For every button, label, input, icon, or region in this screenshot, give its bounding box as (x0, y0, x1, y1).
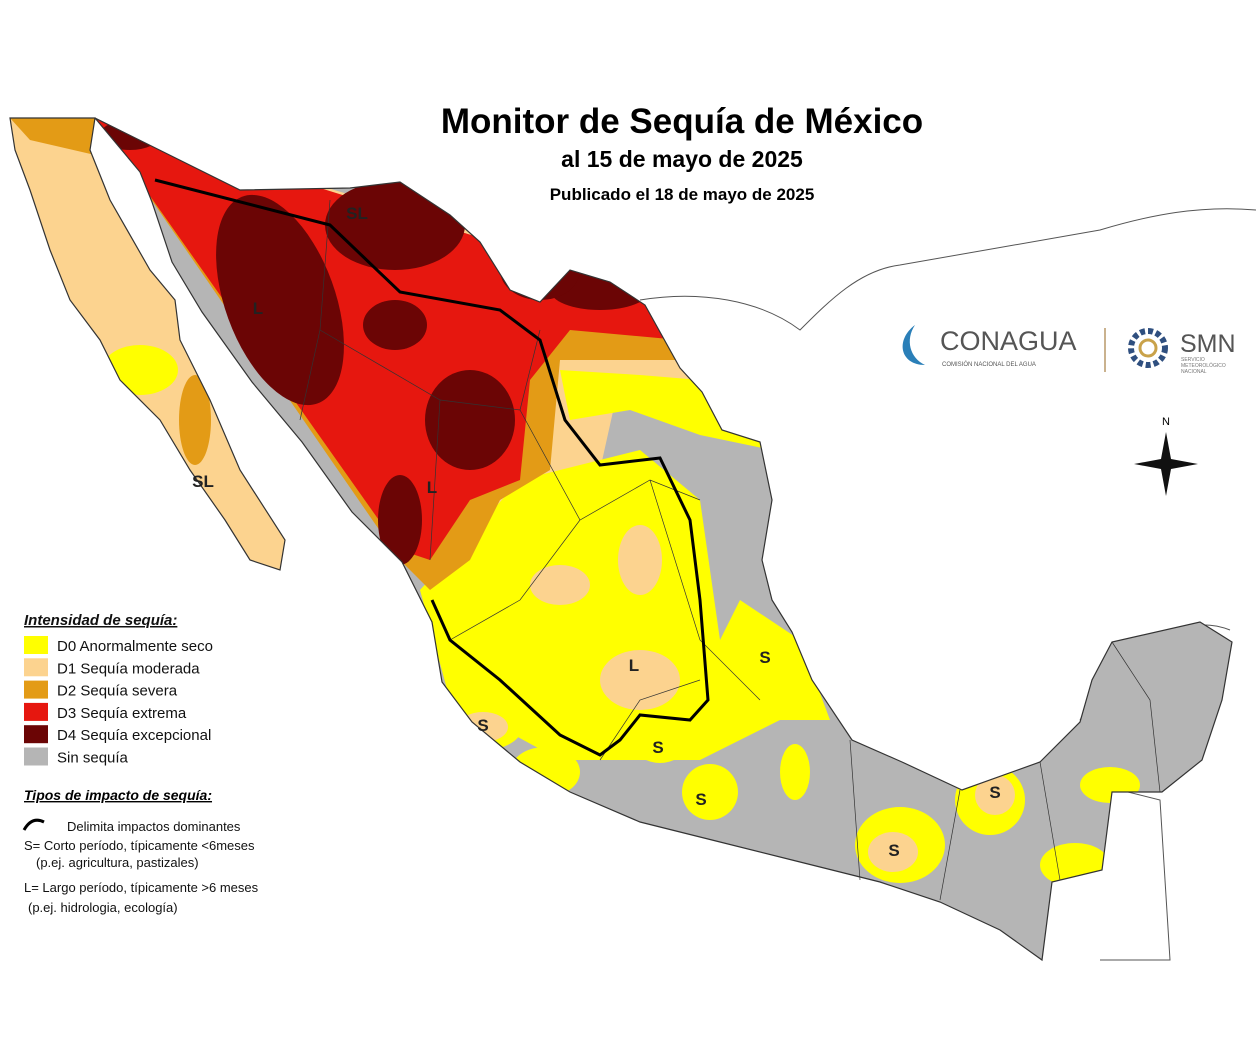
impact-item: L= Largo período, típicamente >6 meses (24, 880, 259, 895)
map-label: SL (192, 472, 214, 491)
impact-item: Delimita impactos dominantes (67, 819, 241, 834)
legend-swatch (24, 747, 48, 766)
map-label: S (652, 738, 663, 757)
map-label: L (629, 656, 639, 675)
borders (9, 117, 1233, 962)
map-label: S (759, 648, 770, 667)
impact-item: S= Corto período, típicamente <6meses (24, 838, 255, 853)
impact-boundary (154, 178, 710, 757)
map-label: S (695, 790, 706, 809)
impact-line-sample (22, 818, 45, 831)
legend-swatch (24, 680, 48, 699)
smn-subtitle: METEOROLÓGICO (1181, 362, 1226, 369)
legend-label: D1 Sequía moderada (57, 660, 200, 677)
legend-items: D0 Anormalmente seco D1 Sequía moderada D2… (24, 636, 213, 767)
map-label: S (477, 716, 488, 735)
legend-label: Sin sequía (57, 750, 129, 767)
conagua-icon (902, 325, 925, 365)
conagua-logo: CONAGUA (940, 326, 1077, 356)
smn-subtitle: SERVICIO (1181, 357, 1205, 363)
map-label: S (989, 783, 1000, 802)
legend-title: Intensidad de sequía: (24, 612, 177, 629)
compass-rose (1134, 432, 1198, 496)
legend-swatch (24, 636, 48, 654)
published-date: Publicado el 18 de mayo de 2025 (550, 185, 815, 204)
conagua-subtitle: COMISIÓN NACIONAL DEL AGUA (942, 361, 1036, 368)
legend-label: D3 Sequía extrema (57, 705, 187, 722)
map-label: L (253, 299, 263, 318)
legend-label: D0 Anormalmente seco (57, 638, 213, 655)
title: Monitor de Sequía de México (441, 102, 923, 141)
legend-swatch (24, 725, 48, 744)
legend-swatch (24, 658, 48, 677)
d0-area (420, 370, 1140, 887)
impact-title: Tipos de impacto de sequía: (24, 787, 212, 803)
map-label: S (888, 841, 899, 860)
d2-area (179, 375, 211, 465)
logos: CONAGUA COMISIÓN NACIONAL DEL AGUA SMN S… (902, 325, 1236, 375)
d2-area (10, 118, 95, 155)
compass: N (1134, 416, 1198, 496)
compass-label: N (1162, 416, 1170, 428)
legend-swatch (24, 702, 48, 721)
map-label: L (427, 478, 437, 497)
map-labels: SL L SL L L S S S S S S (192, 204, 1001, 860)
smn-subtitle: NACIONAL (1181, 369, 1207, 375)
subtitle: al 15 de mayo de 2025 (561, 146, 803, 172)
map-label: SL (346, 204, 368, 223)
impact-item: (p.ej. agricultura, pastizales) (36, 855, 199, 870)
impact-item: (p.ej. hidrologia, ecología) (28, 900, 178, 915)
legend-label: D2 Sequía severa (57, 683, 178, 700)
smn-icon (1138, 338, 1158, 358)
smn-logo: SMN (1180, 330, 1236, 358)
legend-label: D4 Sequía excepcional (57, 727, 211, 744)
legend: Intensidad de sequía: D0 Anormalmente se… (22, 612, 259, 915)
d0-area (102, 345, 178, 395)
smn-icon (1128, 328, 1168, 368)
